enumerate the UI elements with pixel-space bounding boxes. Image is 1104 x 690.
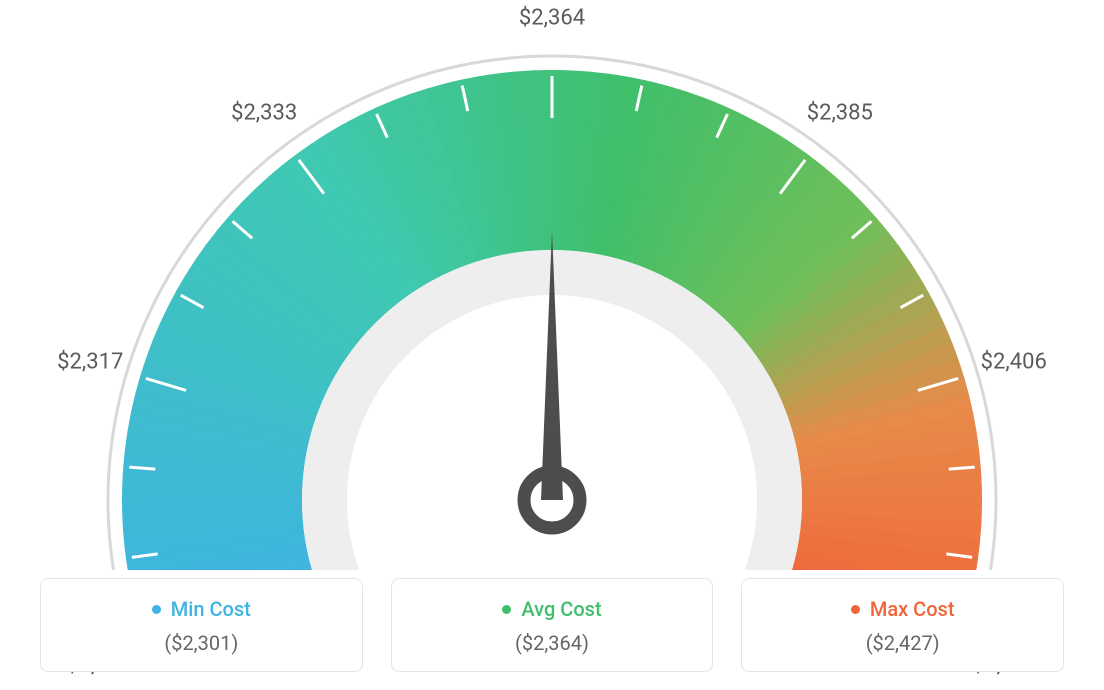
avg-cost-card: Avg Cost ($2,364) bbox=[391, 578, 714, 672]
min-dot-icon bbox=[152, 605, 161, 614]
max-cost-value: ($2,427) bbox=[762, 631, 1043, 655]
gauge-tick-label: $2,385 bbox=[807, 101, 873, 126]
max-dot-icon bbox=[851, 605, 860, 614]
summary-cards: Min Cost ($2,301) Avg Cost ($2,364) Max … bbox=[40, 578, 1064, 672]
max-cost-label: Max Cost bbox=[870, 597, 955, 621]
max-cost-title: Max Cost bbox=[851, 597, 955, 621]
avg-cost-value: ($2,364) bbox=[412, 631, 693, 655]
min-cost-value: ($2,301) bbox=[61, 631, 342, 655]
avg-cost-label: Avg Cost bbox=[521, 597, 601, 621]
gauge-svg bbox=[52, 10, 1052, 570]
min-cost-title: Min Cost bbox=[152, 597, 251, 621]
gauge-tick-label: $2,317 bbox=[57, 349, 123, 374]
avg-dot-icon bbox=[502, 605, 511, 614]
gauge-tick-label: $2,333 bbox=[231, 101, 297, 126]
min-cost-label: Min Cost bbox=[171, 597, 251, 621]
gauge-chart: $2,301$2,317$2,333$2,364$2,385$2,406$2,4… bbox=[52, 10, 1052, 570]
avg-cost-title: Avg Cost bbox=[502, 597, 601, 621]
max-cost-card: Max Cost ($2,427) bbox=[741, 578, 1064, 672]
gauge-tick-label: $2,406 bbox=[981, 349, 1047, 374]
min-cost-card: Min Cost ($2,301) bbox=[40, 578, 363, 672]
gauge-tick-label: $2,364 bbox=[519, 6, 585, 31]
